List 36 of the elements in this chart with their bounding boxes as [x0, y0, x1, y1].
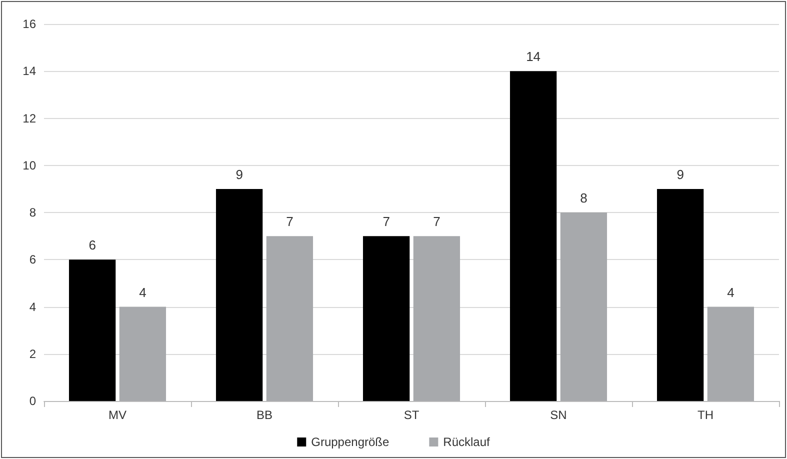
y-tick-label: 8	[29, 206, 36, 220]
bar	[216, 188, 263, 401]
data-label: 7	[286, 214, 294, 230]
y-tick-label: 12	[22, 111, 36, 126]
x-tick-label: TH	[698, 408, 714, 422]
x-tick-label: MV	[108, 408, 126, 422]
legend-label: Rücklauf	[443, 435, 491, 449]
legend-label: Gruppengröße	[311, 435, 390, 449]
y-tick-label: 6	[29, 252, 36, 267]
bar	[362, 236, 410, 401]
data-label: 7	[433, 214, 440, 230]
y-tick-label: 0	[29, 394, 36, 408]
data-label: 8	[580, 190, 588, 206]
x-tick-label: ST	[404, 408, 420, 422]
y-tick-label: 2	[29, 346, 36, 361]
x-tick-label: BB	[256, 408, 273, 422]
data-label: 14	[526, 49, 541, 64]
bar	[119, 306, 166, 401]
data-label: 9	[236, 166, 243, 182]
y-tick-label: 10	[22, 158, 36, 172]
y-tick-label: 14	[22, 64, 36, 78]
y-tick-label: 16	[22, 17, 36, 31]
y-tick-label: 4	[29, 300, 36, 314]
data-label: 4	[727, 284, 734, 300]
bar	[656, 188, 704, 401]
bar	[707, 306, 754, 401]
bar	[510, 71, 557, 401]
bar	[266, 236, 314, 401]
data-label: 4	[139, 284, 146, 300]
data-label: 7	[382, 214, 390, 230]
bar	[413, 236, 460, 401]
x-tick-label: SN	[550, 408, 567, 422]
bar	[68, 260, 116, 401]
bar	[560, 212, 608, 401]
data-label: 9	[676, 166, 684, 182]
data-label: 6	[88, 238, 96, 253]
